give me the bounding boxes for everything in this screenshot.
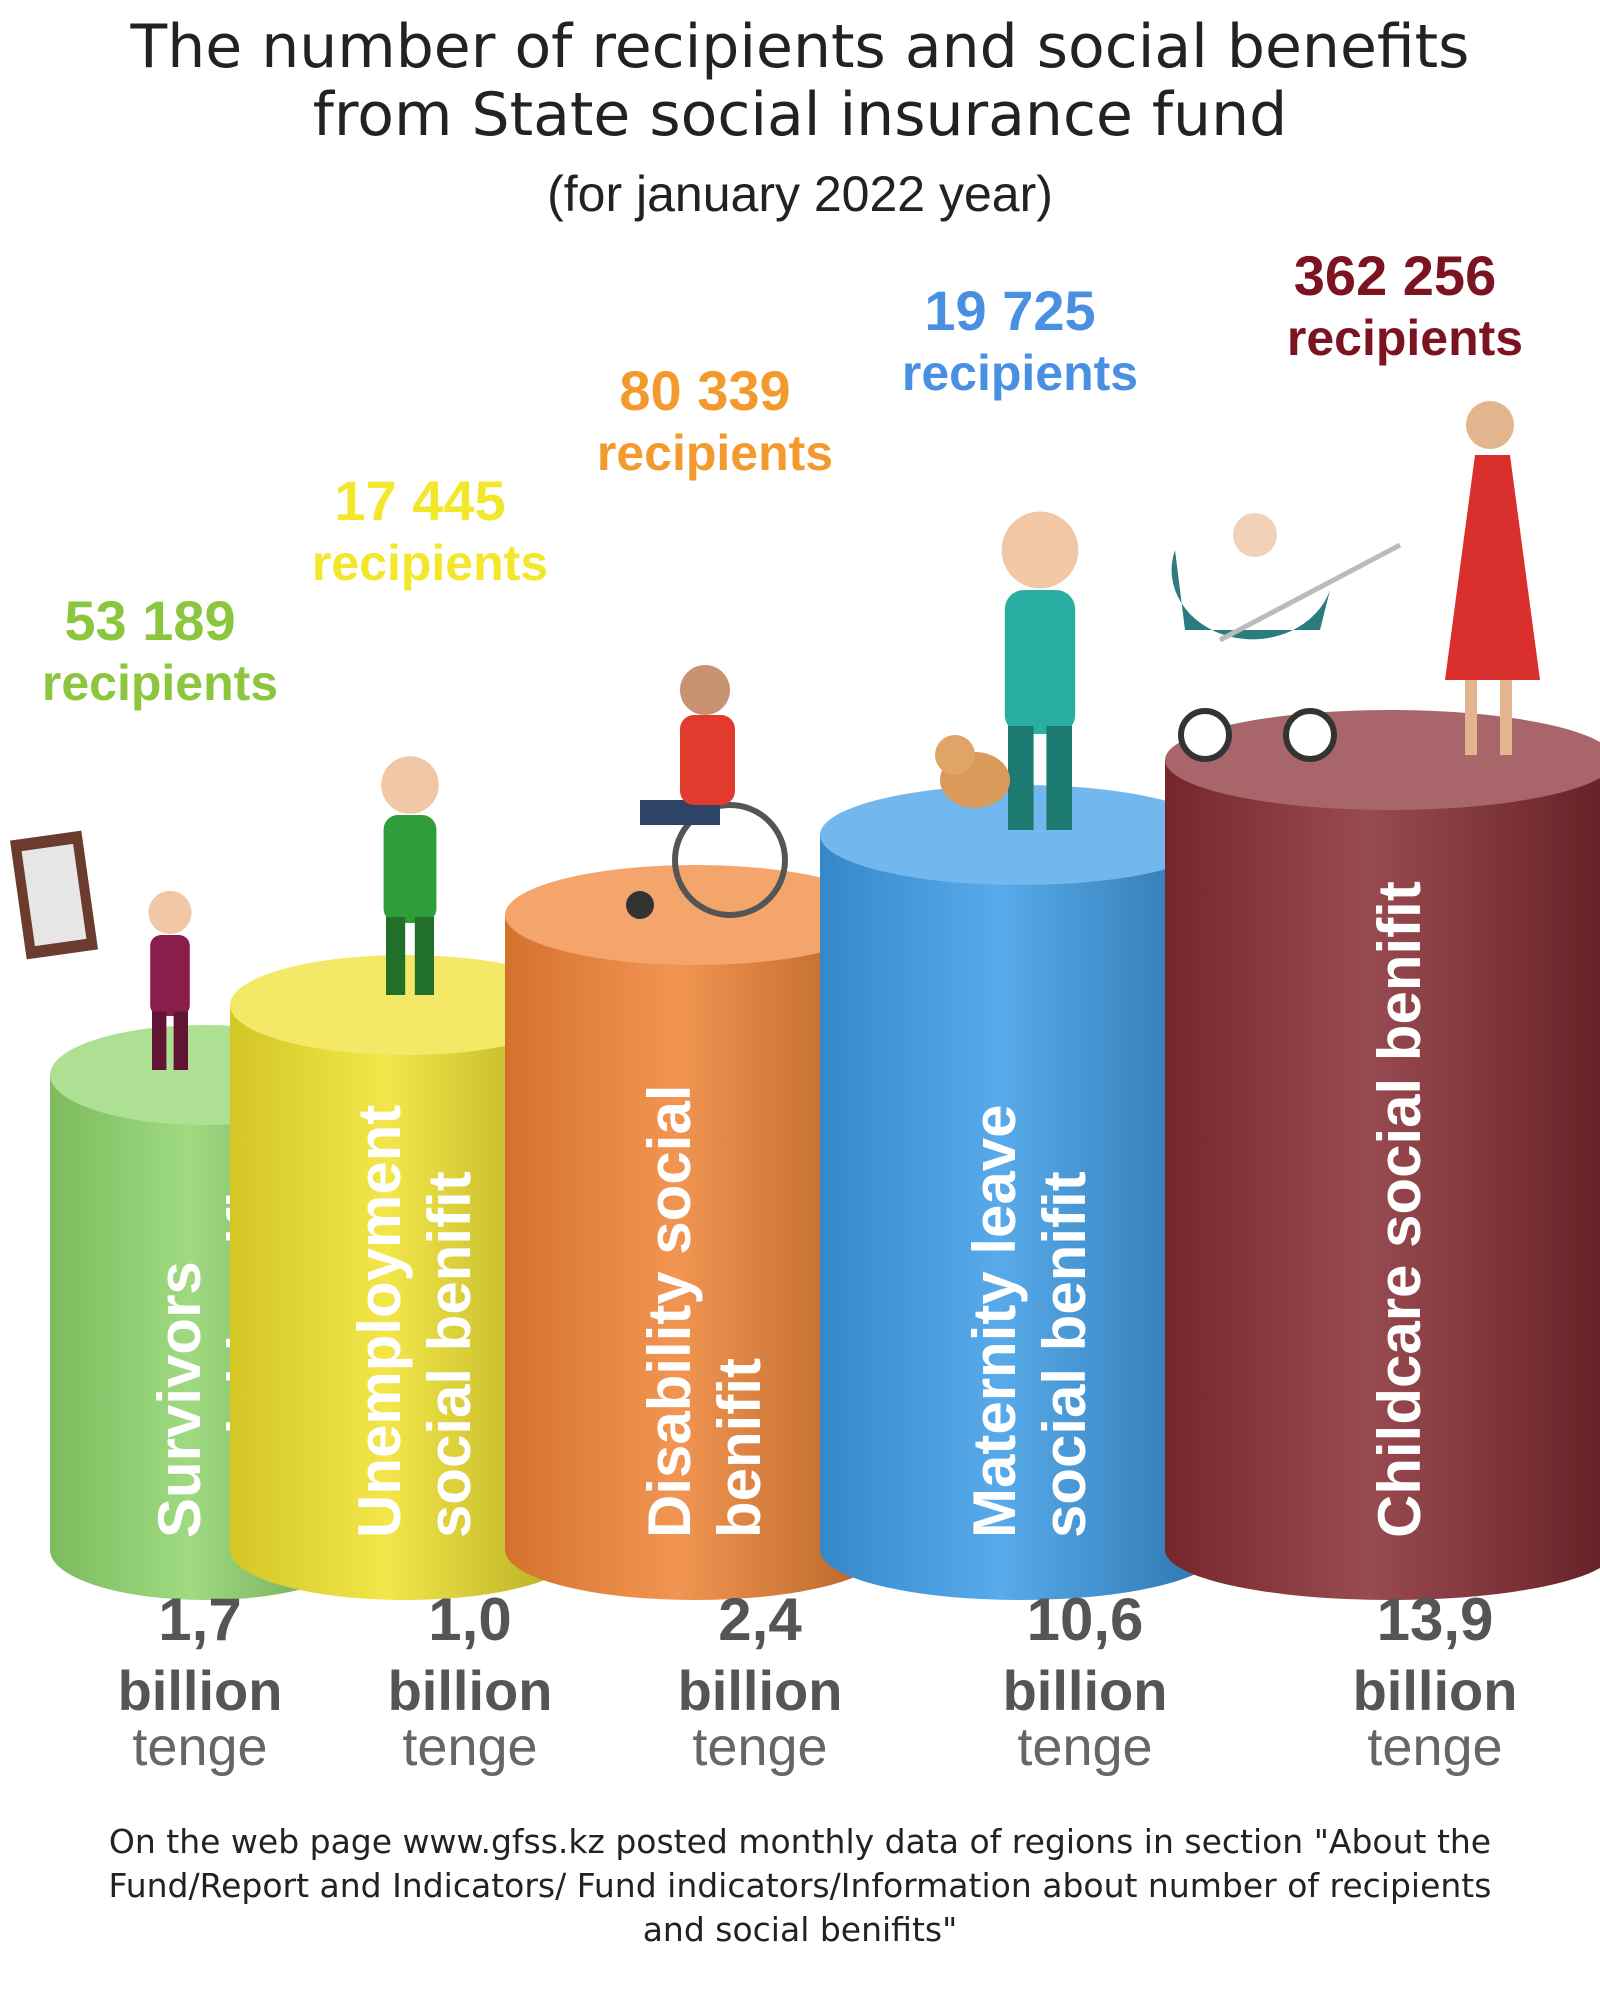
recipients-count: 80 339 [619, 359, 790, 422]
amount-unit-tenge: tenge [1367, 1717, 1502, 1777]
recipients-word: recipients [597, 425, 833, 481]
amount-unit-billion: billion [678, 1659, 843, 1722]
amount-value: 1,0 [428, 1586, 511, 1653]
bar-top [1165, 710, 1600, 810]
amount-unit-billion: billion [118, 1659, 283, 1722]
picture-frame-icon [9, 830, 99, 960]
bar-top [820, 785, 1220, 885]
subtitle: (for january 2022 year) [547, 166, 1053, 222]
category-label: Disability socialbenifit [636, 1084, 773, 1538]
bar-top [230, 955, 580, 1055]
wheelchair-user-figure [626, 665, 788, 919]
dog-icon [935, 735, 1010, 808]
category-label: Unemploymentsocial benifit [346, 1105, 483, 1538]
amount-value: 13,9 [1377, 1586, 1494, 1653]
bar-4: Maternity leavesocial benifit [820, 785, 1220, 1600]
amount-unit-billion: billion [388, 1659, 553, 1722]
recipients-word: recipients [312, 535, 548, 591]
recipients-count: 19 725 [924, 279, 1095, 342]
bar-body [230, 1005, 580, 1600]
recipients-word: recipients [902, 345, 1138, 401]
category-label: Maternity leavesocial benifit [961, 1104, 1098, 1538]
recipients-count: 362 256 [1294, 244, 1496, 307]
bar-body [505, 915, 885, 1600]
grieving-person-figure [148, 890, 192, 1070]
amount-unit-tenge: tenge [692, 1717, 827, 1777]
amount-value: 2,4 [718, 1586, 802, 1653]
title-line-2: from State social insurance fund [312, 80, 1288, 150]
amount-unit-tenge: tenge [402, 1717, 537, 1777]
bar-top [505, 865, 885, 965]
recipients-count: 17 445 [334, 469, 505, 532]
amount-unit-billion: billion [1353, 1659, 1518, 1722]
title-line-1: The number of recipients and social bene… [130, 12, 1470, 82]
bar-2: Unemploymentsocial benifit [230, 955, 580, 1600]
bar-3: Disability socialbenifit [505, 865, 885, 1600]
pregnant-woman-figure [1001, 511, 1079, 830]
mother-figure [1445, 401, 1540, 755]
amount-unit-tenge: tenge [1017, 1717, 1152, 1777]
stroller-icon [1171, 513, 1402, 762]
bar-5: Childcare social benifit [1165, 710, 1600, 1600]
cylinder-bar-chart: Survivorssocial benifitUnemploymentsocia… [9, 244, 1600, 1777]
amount-value: 1,7 [158, 1586, 241, 1653]
recipients-word: recipients [1287, 310, 1523, 366]
footnote: On the web page www.gfss.kz posted month… [108, 1822, 1492, 1949]
amount-unit-billion: billion [1003, 1659, 1168, 1722]
recipients-count: 53 189 [64, 589, 235, 652]
bar-body [1165, 760, 1600, 1600]
amount-value: 10,6 [1027, 1586, 1144, 1653]
category-label: Childcare social benifit [1366, 881, 1433, 1538]
worker-figure [381, 756, 439, 995]
recipients-word: recipients [42, 655, 278, 711]
bar-body [820, 835, 1220, 1600]
amount-unit-tenge: tenge [132, 1717, 267, 1777]
